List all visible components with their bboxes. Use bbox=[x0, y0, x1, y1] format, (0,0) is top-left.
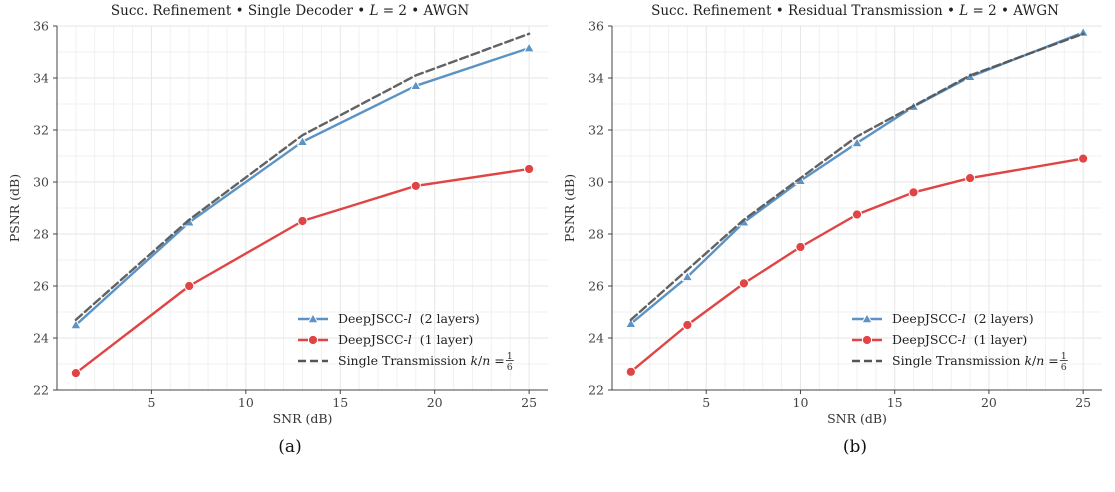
y-tick-label: 32 bbox=[33, 123, 49, 138]
y-tick-label: 30 bbox=[588, 175, 604, 190]
y-tick-label: 24 bbox=[588, 331, 604, 346]
data-point bbox=[70, 368, 81, 379]
y-tick-label: 26 bbox=[588, 279, 604, 294]
legend-marker-2 bbox=[307, 334, 319, 346]
legend-label-2: DeepJSCC-l (1 layer) bbox=[338, 332, 473, 347]
data-point bbox=[738, 278, 750, 289]
legend-marker-2 bbox=[861, 334, 873, 346]
legend-fraction-num: 1 bbox=[507, 351, 513, 362]
series-line-3 bbox=[629, 32, 1085, 321]
y-tick-label: 36 bbox=[588, 19, 604, 34]
data-point bbox=[523, 42, 535, 53]
x-tick-label: 20 bbox=[427, 395, 443, 410]
y-axis-label: PSNR (dB) bbox=[7, 174, 22, 242]
legend-label-2: DeepJSCC-l (1 layer) bbox=[892, 332, 1027, 347]
x-tick-label: 15 bbox=[332, 395, 348, 410]
legend-label-3: Single Transmission k/n = bbox=[892, 353, 1059, 368]
y-tick-label: 30 bbox=[33, 175, 49, 190]
legend-label-3: Single Transmission k/n = bbox=[338, 353, 505, 368]
data-point bbox=[70, 318, 82, 330]
chart-panel-b: 5 10 15 20 25 22 24 26 28 30 32 34 36 SNR (dB) PSNR (d… bbox=[562, 3, 1102, 457]
data-point bbox=[851, 209, 863, 220]
panel-caption: (a) bbox=[278, 437, 301, 457]
data-point bbox=[410, 180, 421, 191]
y-axis-label: PSNR (dB) bbox=[562, 174, 577, 242]
legend-marker-1 bbox=[307, 312, 319, 324]
y-tick-label: 28 bbox=[588, 227, 604, 242]
data-point bbox=[964, 173, 976, 184]
data-point bbox=[296, 135, 309, 146]
series-line-2 bbox=[629, 157, 1085, 373]
x-tick-label: 5 bbox=[147, 395, 155, 410]
data-point bbox=[908, 187, 919, 198]
legend-marker-1 bbox=[861, 312, 873, 324]
data-point bbox=[524, 163, 535, 175]
x-tick-label: 10 bbox=[793, 395, 809, 410]
data-point bbox=[1078, 153, 1089, 164]
y-tick-label: 36 bbox=[33, 19, 49, 34]
y-tick-label: 26 bbox=[33, 279, 49, 294]
legend: DeepJSCC-l (2 layers) DeepJSCC-l (1 layer… bbox=[298, 311, 514, 373]
chart-title: Succ. Refinement • Residual Transmission… bbox=[651, 3, 1059, 19]
y-tick-label: 22 bbox=[33, 383, 49, 398]
x-tick-label: 15 bbox=[887, 395, 903, 410]
legend-fraction-den: 6 bbox=[507, 362, 513, 373]
data-point bbox=[625, 366, 636, 377]
data-point bbox=[297, 215, 308, 227]
x-tick-label: 10 bbox=[238, 395, 254, 410]
x-tick-label: 5 bbox=[702, 395, 710, 410]
x-tick-label: 25 bbox=[521, 395, 537, 410]
series-line-3 bbox=[74, 32, 531, 321]
legend-fraction-num: 1 bbox=[1061, 351, 1067, 362]
panel-caption: (b) bbox=[843, 437, 867, 457]
x-axis-label: SNR (dB) bbox=[827, 411, 887, 426]
data-point bbox=[624, 317, 637, 328]
y-tick-label: 24 bbox=[33, 331, 49, 346]
x-tick-label: 25 bbox=[1075, 395, 1091, 410]
chart-title: Succ. Refinement • Single Decoder • L = … bbox=[111, 3, 469, 19]
data-point bbox=[1077, 26, 1090, 37]
x-axis-label: SNR (dB) bbox=[273, 411, 333, 426]
legend: DeepJSCC-l (2 layers) DeepJSCC-l (1 layer… bbox=[852, 311, 1068, 373]
chart-panel-a: 5 10 15 20 25 22 24 26 28 30 32 34 36 SNR (dB) PSNR (d… bbox=[7, 3, 548, 457]
y-tick-label: 28 bbox=[33, 227, 49, 242]
y-tick-label: 22 bbox=[588, 383, 604, 398]
data-point bbox=[851, 136, 863, 148]
x-tick-label: 20 bbox=[981, 395, 997, 410]
y-tick-label: 34 bbox=[588, 71, 604, 86]
data-point bbox=[409, 79, 422, 91]
y-tick-label: 34 bbox=[33, 71, 49, 86]
legend-fraction-den: 6 bbox=[1061, 362, 1067, 373]
data-point bbox=[682, 319, 693, 331]
y-tick-label: 32 bbox=[588, 123, 604, 138]
data-point bbox=[184, 280, 195, 292]
data-point bbox=[795, 241, 806, 253]
legend-label-1: DeepJSCC-l (2 layers) bbox=[338, 311, 480, 326]
data-point bbox=[681, 270, 694, 282]
legend-label-1: DeepJSCC-l (2 layers) bbox=[892, 311, 1034, 326]
